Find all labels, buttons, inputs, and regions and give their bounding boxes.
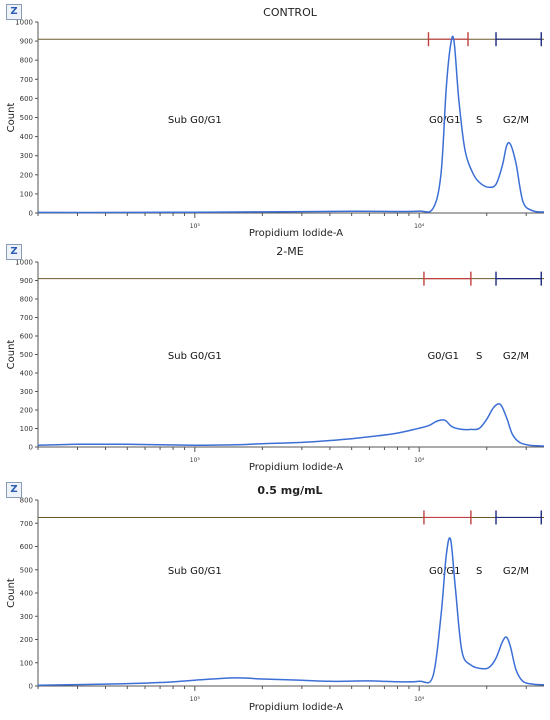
chart-title: CONTROL <box>263 6 318 19</box>
y-tick-label: 200 <box>20 171 33 179</box>
region-label: G2/M <box>503 115 529 126</box>
y-tick-label: 700 <box>20 520 33 528</box>
region-label: S <box>476 566 482 577</box>
y-tick-label: 600 <box>20 333 33 341</box>
x-tick-label: 10³ <box>190 457 201 464</box>
y-tick-label: 400 <box>20 370 33 378</box>
region-label: S <box>476 351 482 362</box>
y-axis-label: Count <box>6 340 17 370</box>
x-axis-label: Propidium Iodide-A <box>249 702 343 713</box>
region-label: G0/G1 <box>427 351 459 362</box>
y-tick-label: 1000 <box>15 259 33 267</box>
y-tick-label: 500 <box>20 566 33 574</box>
histogram-control: CONTROL 0 100 200 300 400 500 600 700 800 900 1000 1… <box>6 6 545 239</box>
histogram-2me: 2-ME 0 100 200 300 400 500 600 700 800 900 1000 10³ 1… <box>6 245 545 473</box>
y-tick-label: 500 <box>20 114 33 122</box>
y-tick-label: 800 <box>20 296 33 304</box>
y-tick-label: 1000 <box>15 19 33 27</box>
y-tick-label: 0 <box>29 210 33 218</box>
region-label: S <box>476 115 482 126</box>
y-tick-label: 800 <box>20 57 33 65</box>
y-axis-label: Count <box>6 578 17 608</box>
y-tick-label: 600 <box>20 543 33 551</box>
y-axis-label: Count <box>6 103 17 133</box>
y-tick-label: 700 <box>20 314 33 322</box>
y-tick-label: 600 <box>20 95 33 103</box>
y-tick-label: 100 <box>20 190 33 198</box>
y-tick-label: 100 <box>20 659 33 667</box>
x-tick-label: 10³ <box>190 223 201 230</box>
region-label: G2/M <box>503 566 529 577</box>
y-tick-label: 0 <box>29 444 33 452</box>
x-tick-label: 10⁴ <box>414 457 425 464</box>
x-axis-label: Propidium Iodide-A <box>249 228 343 239</box>
panel-control: Z CONTROL 0 100 200 300 400 500 600 700 800 900 100… <box>0 0 550 240</box>
x-tick-label: 10⁴ <box>414 223 425 230</box>
y-tick-label: 200 <box>20 636 33 644</box>
region-label: Sub G0/G1 <box>168 351 222 362</box>
x-tick-label: 10⁴ <box>414 696 425 703</box>
series-line <box>37 537 545 687</box>
x-axis-label: Propidium Iodide-A <box>249 462 343 473</box>
y-tick-label: 500 <box>20 351 33 359</box>
panel-2me: Z 2-ME 0 100 200 300 400 500 600 700 800 900 1000 10… <box>0 240 550 476</box>
region-label: Sub G0/G1 <box>168 115 222 126</box>
x-tick-label: 10³ <box>190 696 201 703</box>
chart-title: 2-ME <box>276 245 303 258</box>
y-tick-label: 900 <box>20 277 33 285</box>
y-tick-label: 800 <box>20 497 33 505</box>
histogram-0-5mg: 0.5 mg/mL 0 100 200 300 400 500 600 700 800 10³ 10⁴… <box>6 484 545 713</box>
y-tick-label: 0 <box>29 683 33 691</box>
y-tick-label: 400 <box>20 133 33 141</box>
zoom-icon[interactable]: Z <box>6 482 22 498</box>
y-tick-label: 200 <box>20 407 33 415</box>
y-tick-label: 300 <box>20 613 33 621</box>
series-line <box>37 403 545 447</box>
zoom-icon[interactable]: Z <box>6 244 22 260</box>
y-tick-label: 700 <box>20 76 33 84</box>
zoom-icon[interactable]: Z <box>6 4 22 20</box>
y-tick-label: 300 <box>20 152 33 160</box>
panel-0-5mg: Z 0.5 mg/mL 0 100 200 300 400 500 600 700 800 10³ 1… <box>0 476 550 716</box>
y-tick-label: 900 <box>20 38 33 46</box>
y-tick-label: 300 <box>20 388 33 396</box>
series-line <box>37 35 545 214</box>
region-label: Sub G0/G1 <box>168 566 222 577</box>
y-tick-label: 400 <box>20 590 33 598</box>
y-tick-label: 100 <box>20 425 33 433</box>
region-label: G2/M <box>503 351 529 362</box>
chart-title: 0.5 mg/mL <box>257 484 322 497</box>
